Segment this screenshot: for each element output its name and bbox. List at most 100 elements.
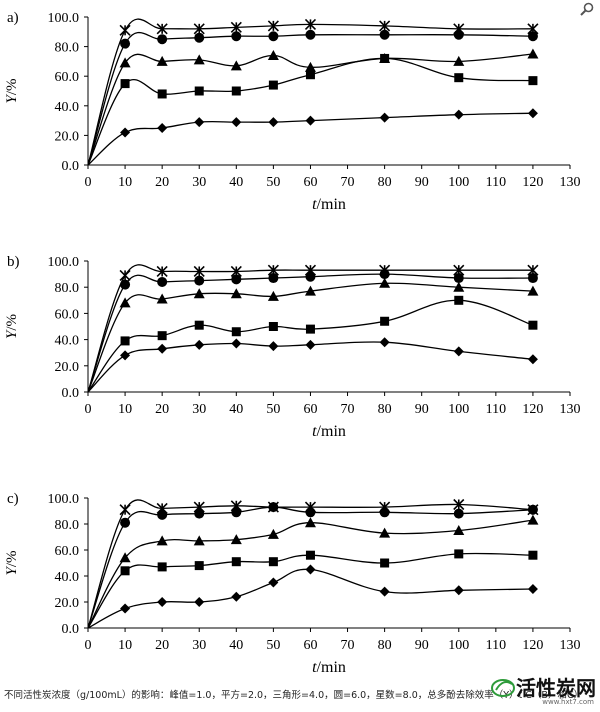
star-marker [156, 23, 168, 35]
diamond-marker [379, 586, 390, 597]
y-tick-label: 40.0 [55, 100, 80, 115]
x-tick-label: 100 [448, 175, 469, 190]
x-tick-label: 30 [192, 175, 206, 190]
square-marker [268, 557, 278, 567]
logo-url: www.hxt7.com [542, 698, 594, 706]
series-line [87, 53, 533, 166]
square-marker [454, 73, 464, 83]
triangle-marker [379, 277, 391, 288]
diamond-marker [453, 585, 464, 596]
square-marker [454, 549, 464, 559]
series-line [87, 506, 533, 629]
x-tick-label: 130 [560, 175, 581, 190]
circle-marker [453, 273, 464, 284]
star-marker [119, 504, 131, 516]
star-marker [304, 18, 317, 30]
star-marker [379, 501, 391, 513]
square-marker [380, 558, 390, 568]
x-tick-label: 70 [341, 402, 355, 417]
series-line [87, 18, 533, 166]
y-tick-label: 60.0 [55, 307, 80, 322]
triangle-marker [453, 281, 465, 292]
panel-label: a) [7, 10, 19, 26]
series-line [87, 519, 533, 629]
chart-panel-3: 0.0 20.0 40.0 60.0 80.0 100.0 0 10 20 30 40 50 60 70 8… [4, 491, 581, 676]
x-tick-label: 110 [486, 175, 506, 190]
series-line [87, 31, 533, 166]
diamond-marker [194, 339, 205, 350]
star-marker [304, 264, 317, 276]
series-star [87, 498, 539, 629]
y-tick-label: 0.0 [62, 386, 80, 401]
series-line [87, 499, 533, 629]
square-marker [528, 76, 538, 86]
triangle-marker [267, 528, 279, 539]
x-tick-label: 50 [266, 638, 280, 653]
circle-marker [305, 29, 316, 40]
triangle-marker [119, 552, 131, 563]
x-tick-label: 80 [378, 402, 392, 417]
star-marker [527, 504, 539, 516]
circle-marker [157, 34, 168, 45]
series-line [87, 273, 533, 393]
circle-marker [268, 31, 279, 42]
x-axis-label: t/min [312, 659, 346, 676]
x-tick-label: 120 [522, 175, 543, 190]
circle-marker [453, 508, 464, 519]
star-marker [379, 20, 391, 32]
star-marker [267, 264, 279, 276]
circle-marker [527, 273, 538, 284]
square-marker [194, 320, 204, 330]
x-tick-label: 100 [448, 638, 469, 653]
triangle-marker [304, 61, 316, 72]
site-logo: 活性炭网 [490, 672, 596, 701]
circle-marker [305, 271, 316, 282]
x-tick-label: 20 [155, 638, 169, 653]
series-line [87, 552, 533, 629]
x-tick-label: 0 [85, 402, 92, 417]
y-axis-label: Y/% [4, 78, 20, 103]
diamond-marker [527, 584, 538, 594]
circle-marker [527, 31, 538, 42]
circle-marker [231, 31, 242, 42]
chart-panel-1: 0.0 20.0 40.0 60.0 80.0 100.0 0 10 20 30 40 50 60 70 8… [4, 10, 581, 213]
x-tick-label: 90 [415, 402, 429, 417]
diamond-marker [231, 338, 242, 349]
circle-marker [231, 507, 242, 518]
triangle-marker [156, 293, 168, 304]
x-tick-label: 120 [522, 638, 543, 653]
x-axis-label: t/min [312, 196, 346, 213]
star-marker [527, 23, 539, 35]
star-marker [156, 265, 168, 278]
y-tick-label: 0.0 [62, 159, 80, 174]
diamond-marker [120, 127, 131, 138]
x-tick-label: 0 [85, 175, 92, 190]
chart-panel-2: 0.0 20.0 40.0 60.0 80.0 100.0 0 10 20 30 40 50 60 70 8… [4, 254, 581, 440]
diamond-marker [120, 603, 131, 614]
x-tick-label: 10 [118, 638, 132, 653]
circle-marker [194, 508, 205, 519]
square-marker [231, 86, 241, 96]
diamond-marker [231, 591, 242, 602]
series-line [87, 57, 533, 166]
x-tick-label: 40 [229, 175, 243, 190]
triangle-marker [304, 285, 316, 296]
triangle-marker [193, 535, 205, 546]
triangle-marker [193, 288, 205, 299]
y-tick-label: 80.0 [55, 41, 80, 56]
y-tick-label: 80.0 [55, 518, 80, 533]
square-marker [231, 557, 241, 567]
magnifier-icon[interactable] [580, 2, 594, 16]
diamond-marker [379, 112, 390, 123]
triangle-marker [156, 55, 168, 66]
logo-text: 活性炭网 [516, 676, 596, 700]
x-tick-label: 100 [448, 402, 469, 417]
triangle-marker [119, 57, 131, 68]
diamond-marker [268, 341, 279, 352]
star-marker [230, 265, 242, 278]
square-marker [305, 324, 315, 334]
x-axis-label: t/min [312, 423, 346, 440]
x-tick-label: 50 [266, 402, 280, 417]
x-tick-label: 40 [229, 638, 243, 653]
x-tick-label: 40 [229, 402, 243, 417]
